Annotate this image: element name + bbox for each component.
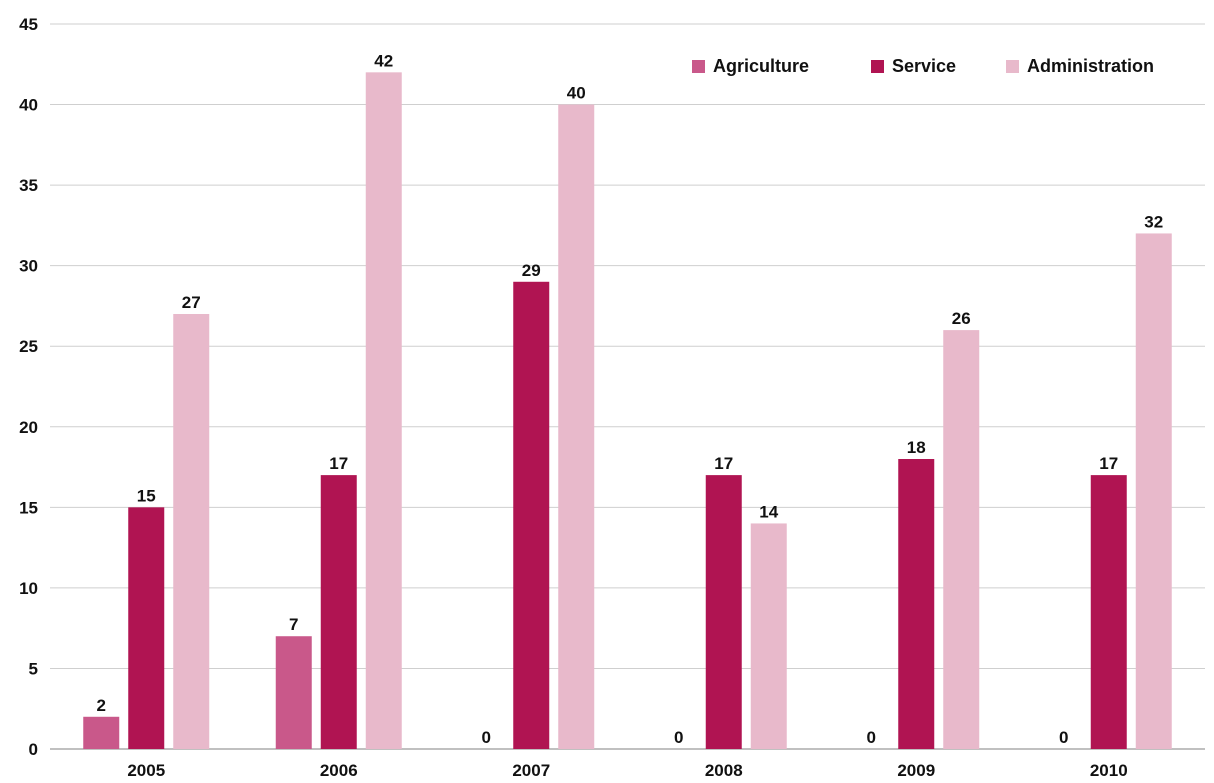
x-tick-label: 2009 [897, 761, 935, 778]
data-label: 17 [714, 454, 733, 473]
data-label: 7 [289, 615, 298, 634]
x-tick-label: 2008 [705, 761, 743, 778]
data-label: 32 [1144, 212, 1163, 231]
bar-service-2005 [128, 507, 165, 749]
bar-administration-2009 [943, 330, 980, 749]
y-tick-label: 30 [19, 257, 38, 276]
bar-agriculture-2006 [275, 636, 312, 749]
data-label: 0 [1059, 728, 1068, 747]
data-label: 40 [567, 84, 586, 103]
bar-administration-2008 [750, 523, 787, 749]
data-label: 15 [137, 486, 156, 505]
data-label: 17 [1099, 454, 1118, 473]
legend-label: Agriculture [713, 56, 809, 76]
x-tick-label: 2010 [1090, 761, 1128, 778]
y-tick-label: 10 [19, 579, 38, 598]
data-label: 26 [952, 309, 971, 328]
data-label: 18 [907, 438, 926, 457]
legend-swatch [692, 60, 705, 73]
bar-administration-2005 [173, 314, 210, 749]
bar-service-2009 [898, 459, 935, 749]
data-label: 0 [482, 728, 491, 747]
y-tick-label: 15 [19, 498, 38, 517]
y-tick-label: 20 [19, 418, 38, 437]
data-label: 17 [329, 454, 348, 473]
y-tick-label: 5 [29, 659, 38, 678]
y-tick-label: 0 [29, 740, 38, 759]
y-tick-label: 40 [19, 96, 38, 115]
data-label: 0 [674, 728, 683, 747]
x-tick-label: 2005 [127, 761, 165, 778]
x-tick-label: 2007 [512, 761, 550, 778]
legend-label: Service [892, 56, 956, 76]
bars [83, 72, 1172, 750]
data-label: 27 [182, 293, 201, 312]
data-label: 29 [522, 261, 541, 280]
bar-service-2006 [320, 475, 357, 749]
bar-service-2007 [513, 281, 550, 749]
bar-administration-2006 [365, 72, 402, 750]
bar-service-2008 [705, 475, 742, 749]
x-axis-ticks: 2005 2006 2007 2008 2009 2010 [127, 761, 1128, 780]
y-tick-label: 45 [19, 15, 38, 34]
legend-item-administration: Administration [1006, 56, 1154, 76]
bar-service-2010 [1090, 475, 1127, 749]
legend-item-service: Service [871, 56, 956, 76]
x-tick-label: 2006 [320, 761, 358, 778]
y-tick-label: 35 [19, 176, 38, 195]
legend-swatch [1006, 60, 1019, 73]
bar-agriculture-2005 [83, 716, 120, 749]
y-axis-ticks: 0 5 10 15 20 25 30 35 40 45 [19, 15, 38, 759]
bar-administration-2007 [558, 104, 595, 750]
data-label: 0 [867, 728, 876, 747]
bar-administration-2010 [1135, 233, 1172, 749]
legend-item-agriculture: Agriculture [692, 56, 809, 76]
data-labels: 2 15 27 7 17 42 0 29 40 0 17 14 0 18 26 0 17 32 [97, 51, 1164, 747]
legend-label: Administration [1027, 56, 1154, 76]
y-tick-label: 25 [19, 337, 38, 356]
data-label: 14 [759, 502, 778, 521]
legend-swatch [871, 60, 884, 73]
data-label: 2 [97, 696, 106, 715]
legend: Agriculture Service Administration [692, 56, 1154, 76]
gridlines [50, 23, 1205, 750]
data-label: 42 [374, 51, 393, 70]
